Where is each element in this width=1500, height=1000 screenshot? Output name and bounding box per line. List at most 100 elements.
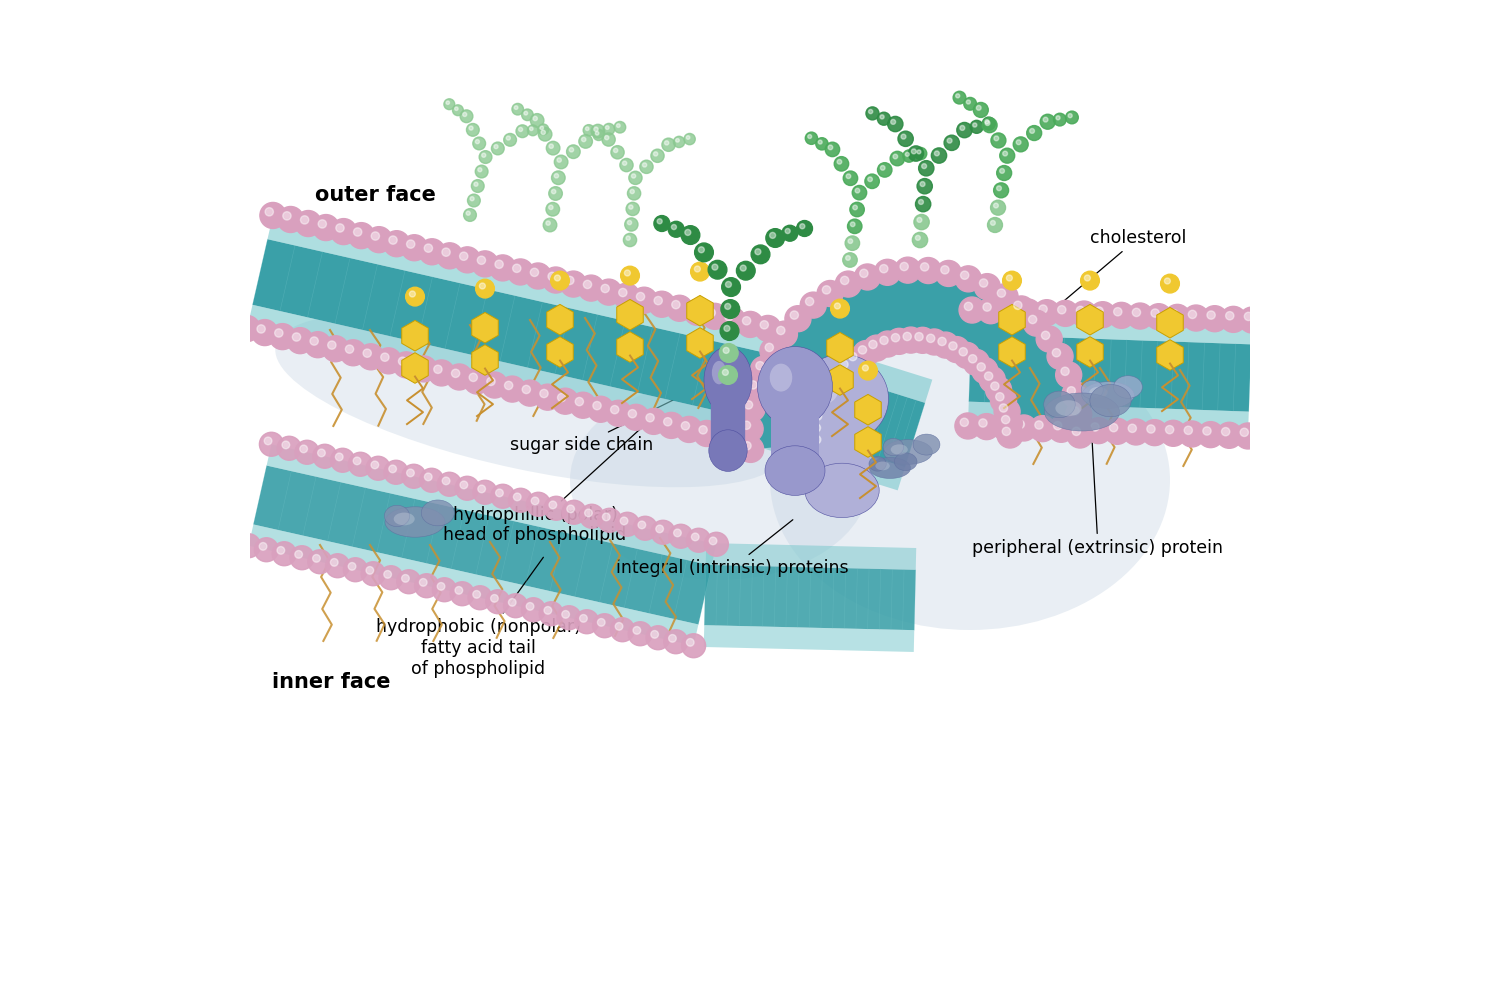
Circle shape [1016, 420, 1025, 428]
Circle shape [756, 362, 764, 370]
Circle shape [470, 197, 474, 201]
Circle shape [282, 441, 290, 449]
Circle shape [555, 174, 558, 178]
Ellipse shape [386, 507, 446, 537]
Ellipse shape [765, 446, 825, 495]
Circle shape [690, 305, 698, 313]
Circle shape [982, 117, 996, 130]
Circle shape [1002, 427, 1011, 436]
Circle shape [650, 291, 675, 317]
Circle shape [898, 131, 914, 146]
Circle shape [528, 125, 538, 136]
Circle shape [513, 264, 520, 272]
Circle shape [478, 168, 482, 172]
Polygon shape [1156, 307, 1184, 338]
Circle shape [834, 303, 840, 309]
Circle shape [914, 214, 928, 230]
Circle shape [831, 299, 849, 318]
Circle shape [588, 396, 613, 422]
Circle shape [388, 465, 396, 473]
Circle shape [868, 340, 877, 349]
Ellipse shape [914, 434, 940, 455]
Circle shape [664, 630, 688, 654]
Circle shape [807, 430, 834, 456]
Circle shape [912, 149, 916, 154]
Circle shape [516, 125, 530, 138]
Circle shape [526, 492, 550, 516]
Circle shape [460, 481, 468, 489]
Circle shape [956, 94, 960, 98]
Circle shape [1197, 422, 1224, 448]
Polygon shape [999, 304, 1026, 335]
Circle shape [686, 229, 692, 235]
Circle shape [880, 115, 884, 119]
Circle shape [699, 247, 705, 253]
Circle shape [1034, 300, 1059, 326]
Circle shape [358, 344, 384, 370]
Circle shape [990, 200, 1005, 215]
Polygon shape [248, 305, 747, 442]
Circle shape [312, 555, 321, 562]
Circle shape [546, 221, 550, 225]
Ellipse shape [870, 458, 910, 478]
Circle shape [654, 296, 663, 305]
Circle shape [806, 297, 814, 306]
Circle shape [552, 388, 579, 414]
Circle shape [1234, 423, 1262, 449]
Circle shape [1029, 129, 1035, 133]
Circle shape [972, 123, 976, 127]
Circle shape [627, 220, 632, 225]
Circle shape [684, 299, 709, 325]
Circle shape [526, 603, 534, 610]
Circle shape [681, 226, 700, 244]
Circle shape [666, 295, 693, 321]
Circle shape [944, 135, 960, 150]
Circle shape [813, 412, 822, 420]
Polygon shape [687, 295, 714, 326]
Circle shape [664, 141, 669, 145]
Circle shape [978, 298, 1004, 324]
Circle shape [896, 257, 921, 283]
Circle shape [744, 376, 770, 402]
Circle shape [1170, 310, 1178, 318]
Circle shape [827, 364, 854, 390]
Circle shape [532, 116, 537, 121]
Polygon shape [687, 328, 714, 358]
Circle shape [504, 133, 516, 146]
Circle shape [1053, 421, 1062, 430]
Circle shape [836, 271, 861, 297]
Circle shape [567, 505, 574, 513]
Circle shape [495, 260, 502, 268]
Circle shape [636, 292, 645, 301]
Circle shape [420, 468, 444, 492]
Polygon shape [855, 427, 882, 457]
Circle shape [330, 559, 338, 566]
Circle shape [912, 232, 927, 248]
Circle shape [736, 416, 764, 442]
Circle shape [1226, 312, 1234, 320]
Circle shape [538, 602, 562, 626]
Circle shape [980, 279, 988, 287]
Circle shape [687, 639, 694, 646]
Circle shape [1002, 415, 1010, 424]
Circle shape [482, 372, 507, 398]
Circle shape [760, 338, 786, 364]
Circle shape [584, 125, 594, 136]
Circle shape [410, 291, 416, 297]
Circle shape [726, 281, 732, 287]
Circle shape [1150, 309, 1160, 317]
Circle shape [940, 266, 950, 274]
Circle shape [550, 271, 570, 290]
Circle shape [264, 437, 272, 445]
Circle shape [602, 284, 609, 293]
Circle shape [994, 399, 1020, 425]
Circle shape [642, 163, 646, 167]
Circle shape [628, 622, 652, 646]
Circle shape [1072, 427, 1080, 436]
Circle shape [990, 382, 999, 390]
Circle shape [846, 256, 850, 260]
Circle shape [864, 335, 889, 361]
Circle shape [694, 266, 700, 272]
Circle shape [632, 287, 657, 313]
Circle shape [717, 430, 724, 438]
